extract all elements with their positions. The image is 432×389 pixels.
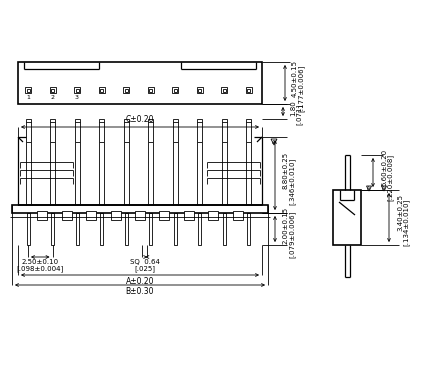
Bar — [18, 62, 262, 104]
Bar — [172, 119, 178, 142]
Bar — [111, 211, 121, 220]
Bar — [25, 87, 31, 93]
Bar — [147, 87, 153, 93]
Bar — [74, 87, 80, 93]
Bar — [174, 213, 177, 245]
Text: 3.40±0.25: 3.40±0.25 — [397, 194, 403, 231]
Bar — [124, 213, 127, 245]
Text: [.346±0.010]: [.346±0.010] — [289, 158, 296, 205]
Text: A: A — [272, 140, 276, 144]
Text: 1.80: 1.80 — [290, 101, 296, 116]
Text: 3: 3 — [75, 95, 79, 100]
Bar — [148, 119, 153, 142]
Text: A±0.20: A±0.20 — [126, 277, 154, 286]
Bar — [333, 190, 361, 245]
Text: A: A — [382, 186, 386, 191]
Bar — [100, 213, 103, 245]
Bar — [98, 87, 105, 93]
Text: A: A — [367, 186, 371, 191]
Text: 8.80±0.25: 8.80±0.25 — [283, 151, 289, 189]
Bar — [26, 89, 29, 91]
Bar — [86, 211, 96, 220]
Bar — [50, 119, 55, 142]
Bar — [222, 119, 226, 142]
Bar — [135, 211, 145, 220]
Text: 1: 1 — [26, 95, 30, 100]
Text: [.177±0.006]: [.177±0.006] — [298, 64, 305, 112]
Bar — [99, 119, 104, 142]
Bar — [124, 89, 127, 91]
Bar — [222, 89, 226, 91]
Text: SQ  0.64: SQ 0.64 — [130, 259, 160, 265]
Bar — [26, 213, 29, 245]
Text: [.220±0.008]: [.220±0.008] — [387, 154, 394, 201]
Bar — [149, 213, 152, 245]
Bar — [74, 119, 79, 142]
Bar — [222, 213, 226, 245]
Bar — [198, 89, 201, 91]
Bar — [159, 211, 169, 220]
Bar — [38, 211, 48, 220]
Text: [.025]: [.025] — [134, 265, 156, 272]
Bar — [25, 119, 31, 142]
Bar — [197, 119, 202, 142]
Bar — [50, 87, 55, 93]
Bar — [124, 119, 128, 142]
Bar — [62, 211, 72, 220]
Text: [.079±0.006]: [.079±0.006] — [289, 210, 296, 258]
Bar — [232, 211, 243, 220]
Text: C±0.20: C±0.20 — [126, 115, 154, 124]
Text: [.134±0.010]: [.134±0.010] — [403, 199, 410, 246]
Bar — [208, 211, 218, 220]
Text: [.098±0.004]: [.098±0.004] — [16, 265, 64, 272]
Bar — [246, 119, 251, 142]
Bar — [172, 87, 178, 93]
Text: 2.00±0.15: 2.00±0.15 — [283, 207, 289, 244]
Text: 4.50±0.15: 4.50±0.15 — [292, 60, 298, 96]
Bar — [221, 87, 227, 93]
Text: 2.50±0.10: 2.50±0.10 — [22, 259, 59, 265]
Text: 5.60±0.20: 5.60±0.20 — [381, 149, 387, 186]
Text: B±0.30: B±0.30 — [126, 287, 154, 296]
Bar — [12, 205, 268, 213]
Bar — [198, 213, 201, 245]
Bar — [245, 87, 251, 93]
Bar — [123, 87, 129, 93]
Bar — [51, 89, 54, 91]
Bar — [247, 213, 250, 245]
Bar — [197, 87, 203, 93]
Bar — [149, 89, 152, 91]
Text: [.071]: [.071] — [296, 104, 303, 125]
Bar — [76, 89, 79, 91]
Bar — [100, 89, 103, 91]
Bar — [76, 213, 79, 245]
Bar — [247, 89, 250, 91]
Text: 2: 2 — [51, 95, 54, 100]
Bar — [174, 89, 177, 91]
Bar — [51, 213, 54, 245]
Bar — [184, 211, 194, 220]
